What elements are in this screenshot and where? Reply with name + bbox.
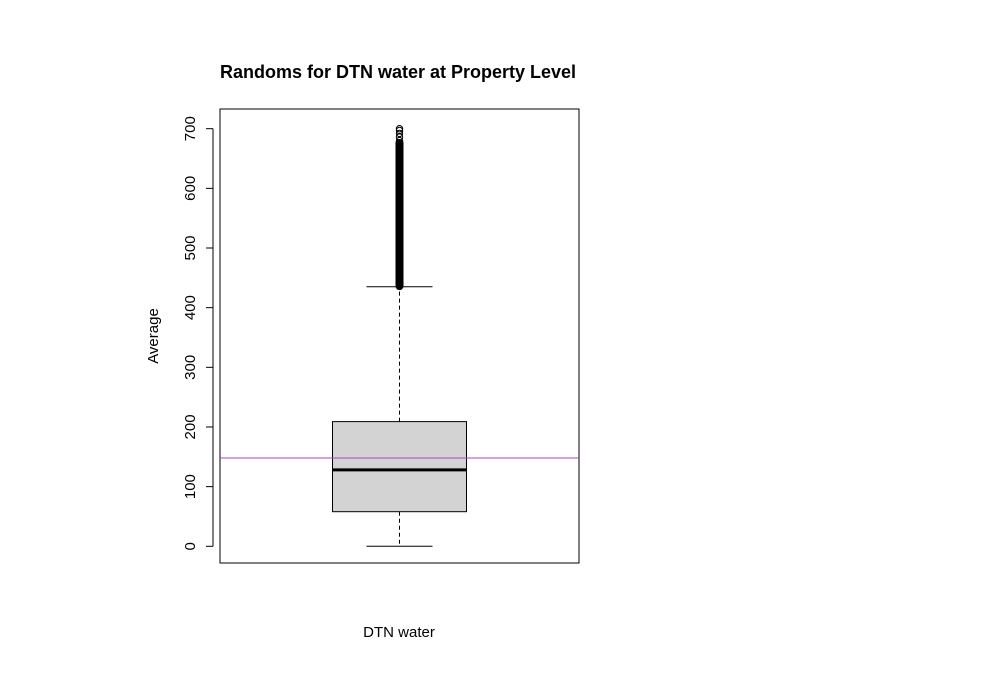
y-tick-label: 100 [182,474,199,499]
plot-frame [219,108,580,564]
y-axis-label: Average [145,308,162,364]
outlier-point [395,136,404,145]
y-tick-label: 700 [182,116,199,141]
outlier-point [395,124,404,133]
y-tick-label: 500 [182,235,199,260]
y-axis: 0 100 200 300 400 500 600 700 [182,116,214,550]
iqr-box [332,421,467,513]
y-ticks: 0 100 200 300 400 500 600 700 [182,116,213,550]
x-axis-label: DTN water [363,624,435,641]
y-tick-label: 600 [182,176,199,201]
chart-title: Randoms for DTN water at Property Level [220,62,576,82]
outlier-point [395,129,404,138]
y-tick-label: 400 [182,295,199,320]
y-tick-label: 200 [182,414,199,439]
y-tick-label: 0 [182,542,199,550]
boxplot [220,124,579,547]
y-tick-label: 300 [182,355,199,380]
